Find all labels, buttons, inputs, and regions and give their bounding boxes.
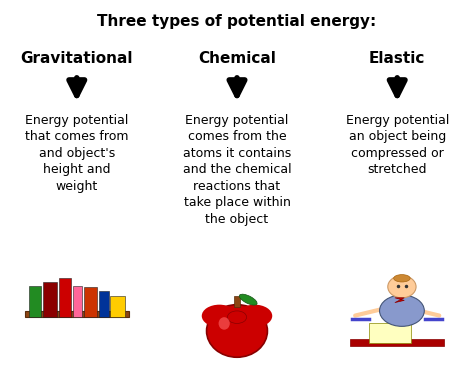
Ellipse shape (207, 305, 267, 357)
Ellipse shape (380, 295, 424, 326)
Text: Energy potential
comes from the
atoms it contains
and the chemical
reactions tha: Energy potential comes from the atoms it… (182, 114, 292, 226)
Bar (234, 296, 240, 307)
Bar (43, 282, 57, 317)
Bar (350, 339, 444, 346)
Ellipse shape (219, 317, 230, 330)
Ellipse shape (202, 305, 237, 327)
Ellipse shape (239, 294, 257, 305)
Bar (73, 286, 82, 317)
Text: Gravitational: Gravitational (20, 51, 133, 66)
Text: Chemical: Chemical (198, 51, 276, 66)
Bar (59, 278, 71, 317)
Bar (25, 311, 128, 317)
Circle shape (388, 276, 416, 298)
Text: Energy potential
that comes from
and object's
height and
weight: Energy potential that comes from and obj… (25, 114, 128, 193)
Ellipse shape (228, 311, 246, 324)
Text: Elastic: Elastic (369, 51, 425, 66)
Bar (29, 286, 41, 317)
Bar (110, 296, 125, 317)
Polygon shape (395, 298, 404, 303)
Bar (84, 288, 97, 317)
Ellipse shape (394, 275, 410, 282)
Text: Energy potential
an object being
compressed or
stretched: Energy potential an object being compres… (346, 114, 449, 176)
Text: Three types of potential energy:: Three types of potential energy: (97, 14, 377, 29)
Ellipse shape (237, 305, 272, 327)
Bar (369, 323, 411, 343)
Bar (99, 291, 109, 317)
